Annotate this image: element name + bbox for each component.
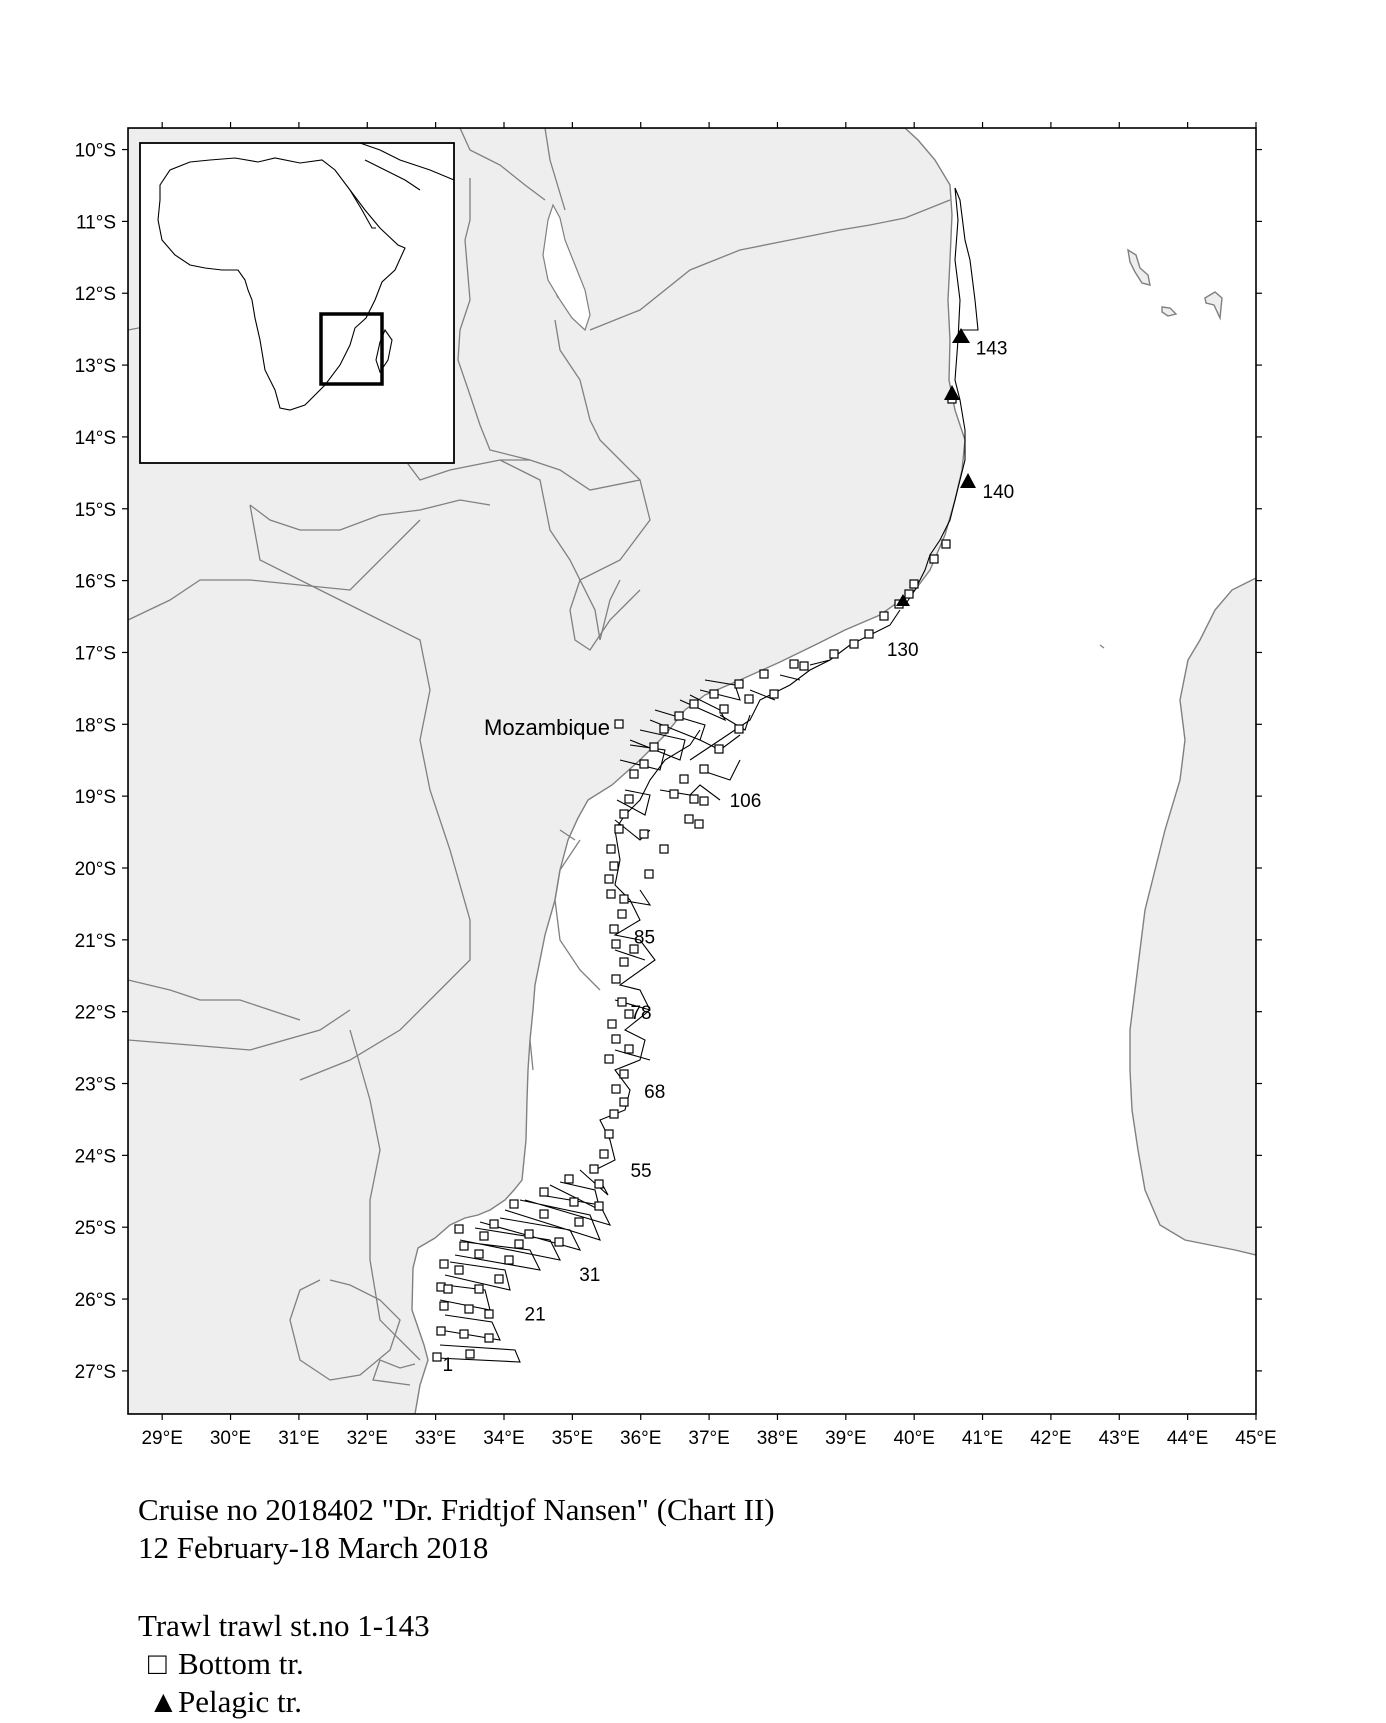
station-number-label: 106 xyxy=(730,791,762,812)
lon-tick-label: 32°E xyxy=(347,1428,388,1449)
lon-tick-label: 30°E xyxy=(210,1428,251,1449)
islet xyxy=(1099,644,1105,649)
lon-tick-label: 34°E xyxy=(483,1428,524,1449)
lat-tick-label: 12°S xyxy=(75,284,116,305)
comoros-island xyxy=(1161,306,1178,317)
station-number-label: 31 xyxy=(579,1265,600,1286)
inset-redsea xyxy=(349,159,421,229)
lat-tick-label: 26°S xyxy=(75,1290,116,1311)
station-number-label: 140 xyxy=(983,482,1015,503)
station-number-label: 1 xyxy=(442,1355,453,1376)
station-number-label: 21 xyxy=(525,1305,546,1326)
lat-tick-label: 22°S xyxy=(75,1003,116,1024)
pelagic-trawl-stations xyxy=(896,328,976,606)
country-borders xyxy=(128,128,951,1386)
caption-line-2: 12 February-18 March 2018 xyxy=(138,1530,489,1565)
lon-tick-label: 35°E xyxy=(552,1428,593,1449)
lon-tick-label: 42°E xyxy=(1030,1428,1071,1449)
lon-tick-label: 40°E xyxy=(893,1428,934,1449)
lon-tick-label: 31°E xyxy=(278,1428,319,1449)
lat-tick-label: 15°S xyxy=(75,500,116,521)
station-number-label: 68 xyxy=(644,1082,665,1103)
lon-tick-label: 36°E xyxy=(620,1428,661,1449)
lat-tick-label: 18°S xyxy=(75,715,116,736)
lon-tick-label: 41°E xyxy=(962,1428,1003,1449)
lon-tick-label: 33°E xyxy=(415,1428,456,1449)
station-number-label: 78 xyxy=(630,1003,651,1024)
legend-title: Trawl trawl st.no 1-143 xyxy=(138,1608,430,1643)
lat-tick-label: 19°S xyxy=(75,787,116,808)
lat-tick-label: 24°S xyxy=(75,1146,116,1167)
lat-tick-label: 11°S xyxy=(76,212,116,233)
station-labels: 1 21 31 55 68 78 85 106 130 143 140 xyxy=(442,338,1014,1376)
lat-tick-label: 17°S xyxy=(75,643,116,664)
lat-tick-label: 21°S xyxy=(75,931,116,952)
legend-item-pelagic: ▲Pelagic tr. xyxy=(148,1684,302,1720)
lon-tick-label: 29°E xyxy=(141,1428,182,1449)
inset-arabia xyxy=(359,142,455,181)
station-number-label: 143 xyxy=(976,338,1008,359)
lon-tick-label: 39°E xyxy=(825,1428,866,1449)
inset-africa-outline xyxy=(157,157,406,411)
lon-tick-label: 45°E xyxy=(1235,1428,1276,1449)
legend-item-bottom: □ Bottom tr. xyxy=(148,1646,304,1682)
madagascar-land xyxy=(1129,577,1256,1256)
legend-label-bottom: Bottom tr. xyxy=(178,1646,304,1681)
country-label: Mozambique xyxy=(484,715,610,740)
lon-tick-label: 43°E xyxy=(1099,1428,1140,1449)
lake-malawi xyxy=(542,203,591,332)
lat-tick-label: 25°S xyxy=(75,1218,116,1239)
map-frame xyxy=(127,127,1257,1415)
lat-tick-label: 14°S xyxy=(75,428,116,449)
station-number-label: 55 xyxy=(630,1161,651,1182)
comoros-island xyxy=(1127,248,1151,286)
lat-tick-label: 13°S xyxy=(75,356,116,377)
lon-tick-label: 37°E xyxy=(688,1428,729,1449)
comoros-island xyxy=(1204,291,1223,321)
inset-madagascar xyxy=(375,328,393,374)
lat-tick-label: 23°S xyxy=(75,1075,116,1096)
lat-tick-label: 10°S xyxy=(75,141,116,162)
legend-label-pelagic: Pelagic tr. xyxy=(178,1684,302,1719)
lat-tick-label: 27°S xyxy=(75,1362,116,1383)
lon-tick-label: 38°E xyxy=(757,1428,798,1449)
triangle-icon: ▲ xyxy=(148,1684,179,1719)
lat-tick-label: 16°S xyxy=(75,572,116,593)
inset-map xyxy=(139,142,455,464)
inset-focus-box xyxy=(319,312,384,386)
lon-tick-label: 44°E xyxy=(1167,1428,1208,1449)
caption-line-1: Cruise no 2018402 "Dr. Fridtjof Nansen" … xyxy=(138,1492,775,1527)
axis-ticks: 29°E 30°E 31°E 32°E 33°E 34°E 35°E 36°E 37°E 38°E… xyxy=(75,122,1277,1449)
station-number-label: 85 xyxy=(634,927,655,948)
square-icon: □ xyxy=(148,1646,167,1681)
lat-tick-label: 20°S xyxy=(75,859,116,880)
station-number-label: 130 xyxy=(887,640,919,661)
